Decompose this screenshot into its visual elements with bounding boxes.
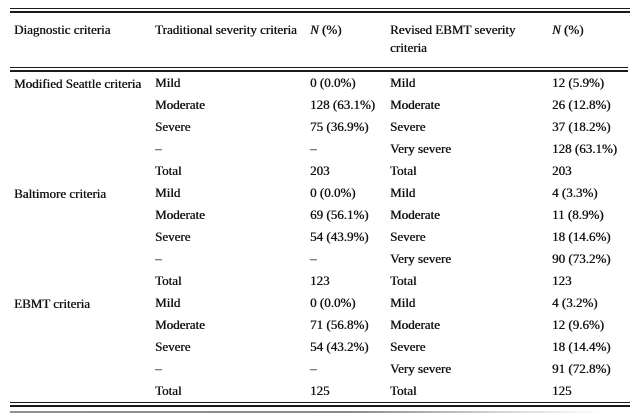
- table-bottom-rule: [10, 402, 630, 407]
- table-row: – – Very severe 90 (73.2%): [10, 248, 628, 270]
- n-symbol: N: [310, 22, 319, 37]
- trad-severity-cell: Mild: [155, 295, 181, 310]
- rev-total-cell: Total: [390, 163, 417, 178]
- rev-n-cell: 90 (73.2%): [552, 251, 611, 266]
- trad-n-cell: 54 (43.2%): [310, 339, 369, 354]
- table-row: Moderate 69 (56.1%) Moderate 11 (8.9%): [10, 204, 628, 226]
- trad-n-cell: –: [310, 141, 317, 156]
- trad-n-cell: 75 (36.9%): [310, 119, 369, 134]
- rev-severity-cell: Moderate: [390, 317, 440, 332]
- table-row: Moderate 71 (56.8%) Moderate 12 (9.6%): [10, 314, 628, 336]
- trad-n-cell: –: [310, 251, 317, 266]
- trad-severity-cell: –: [155, 141, 162, 156]
- rev-n-cell: 18 (14.6%): [552, 229, 611, 244]
- rev-severity-cell: Severe: [390, 119, 426, 134]
- rev-severity-cell: Mild: [390, 295, 416, 310]
- trad-total-cell: Total: [155, 273, 182, 288]
- col-header-revised-ebmt-severity: Revised EBMT severity criteria: [390, 22, 516, 55]
- pct-symbol: (%): [318, 22, 342, 37]
- rev-n-cell: 4 (3.3%): [552, 185, 598, 200]
- table-row: – – Very severe 91 (72.8%): [10, 358, 628, 380]
- trad-n-cell: 0 (0.0%): [310, 295, 356, 310]
- trad-n-cell: 0 (0.0%): [310, 185, 356, 200]
- rev-total-n-cell: 123: [552, 273, 572, 288]
- table-row: Total 125 Total 125: [10, 380, 628, 402]
- trad-n-cell: 71 (56.8%): [310, 317, 369, 332]
- trad-severity-cell: Moderate: [155, 317, 205, 332]
- group-label-ebmt: EBMT criteria: [14, 296, 90, 311]
- col-header-diagnostic-criteria: Diagnostic criteria: [14, 22, 111, 37]
- paper-table-page: Diagnostic criteria Traditional severity…: [10, 8, 630, 413]
- rev-n-cell: 37 (18.2%): [552, 119, 611, 134]
- rev-severity-cell: Mild: [390, 185, 416, 200]
- trad-total-n-cell: 203: [310, 163, 330, 178]
- trad-n-cell: –: [310, 361, 317, 376]
- trad-severity-cell: Severe: [155, 339, 191, 354]
- trad-severity-cell: –: [155, 361, 162, 376]
- trad-severity-cell: Moderate: [155, 97, 205, 112]
- table-row: Moderate 128 (63.1%) Moderate 26 (12.8%): [10, 94, 628, 116]
- table-row: Modified Seattle criteria Mild 0 (0.0%) …: [10, 72, 628, 94]
- col-header-n-traditional: N (%): [310, 13, 390, 67]
- rev-severity-cell: Very severe: [390, 141, 451, 156]
- col-header-traditional-severity: Traditional severity criteria: [155, 22, 297, 37]
- trad-severity-cell: Mild: [155, 75, 181, 90]
- trad-n-cell: 0 (0.0%): [310, 75, 356, 90]
- table-row: Severe 54 (43.2%) Severe 18 (14.4%): [10, 336, 628, 358]
- table-row: Total 203 Total 203: [10, 160, 628, 182]
- trad-n-cell: 69 (56.1%): [310, 207, 369, 222]
- trad-n-cell: 128 (63.1%): [310, 97, 375, 112]
- group-label-baltimore: Baltimore criteria: [14, 186, 107, 201]
- header-bottom-rule-row: [10, 67, 628, 72]
- trad-severity-cell: Severe: [155, 229, 191, 244]
- rev-n-cell: 11 (8.9%): [552, 207, 604, 222]
- table-row: Total 123 Total 123: [10, 270, 628, 292]
- rev-n-cell: 91 (72.8%): [552, 361, 611, 376]
- rev-severity-cell: Severe: [390, 339, 426, 354]
- rev-severity-cell: Very severe: [390, 361, 451, 376]
- trad-severity-cell: Moderate: [155, 207, 205, 222]
- rev-severity-cell: Mild: [390, 75, 416, 90]
- trad-total-cell: Total: [155, 163, 182, 178]
- table-row: EBMT criteria Mild 0 (0.0%) Mild 4 (3.2%…: [10, 292, 628, 314]
- rev-total-cell: Total: [390, 383, 417, 398]
- severity-comparison-table: Diagnostic criteria Traditional severity…: [10, 13, 628, 402]
- trad-severity-cell: Severe: [155, 119, 191, 134]
- trad-n-cell: 54 (43.9%): [310, 229, 369, 244]
- table-row: Baltimore criteria Mild 0 (0.0%) Mild 4 …: [10, 182, 628, 204]
- trad-severity-cell: Mild: [155, 185, 181, 200]
- col-header-n-revised: N (%): [552, 13, 628, 67]
- rev-total-n-cell: 203: [552, 163, 572, 178]
- rev-total-n-cell: 125: [552, 383, 572, 398]
- trad-severity-cell: –: [155, 251, 162, 266]
- table-top-rule: [10, 8, 630, 13]
- header-row: Diagnostic criteria Traditional severity…: [10, 13, 628, 67]
- rev-n-cell: 128 (63.1%): [552, 141, 617, 156]
- trad-total-cell: Total: [155, 383, 182, 398]
- table-row: – – Very severe 128 (63.1%): [10, 138, 628, 160]
- group-label-modified-seattle: Modified Seattle criteria: [14, 76, 142, 91]
- rev-severity-cell: Moderate: [390, 97, 440, 112]
- table-row: Severe 54 (43.9%) Severe 18 (14.6%): [10, 226, 628, 248]
- rev-total-cell: Total: [390, 273, 417, 288]
- rev-n-cell: 12 (5.9%): [552, 75, 604, 90]
- rev-severity-cell: Moderate: [390, 207, 440, 222]
- trad-total-n-cell: 125: [310, 383, 330, 398]
- table-row: Severe 75 (36.9%) Severe 37 (18.2%): [10, 116, 628, 138]
- rev-n-cell: 4 (3.2%): [552, 295, 598, 310]
- rev-n-cell: 12 (9.6%): [552, 317, 604, 332]
- rev-n-cell: 26 (12.8%): [552, 97, 611, 112]
- rev-n-cell: 18 (14.4%): [552, 339, 611, 354]
- n-symbol: N: [552, 22, 561, 37]
- header-bottom-rule: [10, 67, 628, 72]
- rev-severity-cell: Very severe: [390, 251, 451, 266]
- pct-symbol: (%): [560, 22, 584, 37]
- rev-severity-cell: Severe: [390, 229, 426, 244]
- trad-total-n-cell: 123: [310, 273, 330, 288]
